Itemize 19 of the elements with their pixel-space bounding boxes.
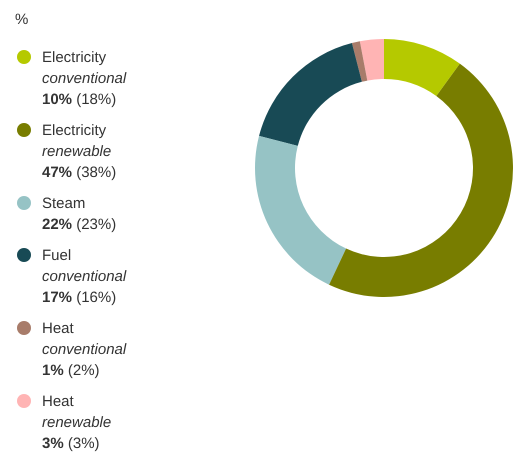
data-label: 10% (18%) [42,91,116,108]
data-label: 47% (38%) [42,164,116,181]
data-label: 1% (2%) [42,362,100,379]
donut-slice [259,43,362,146]
legend-label: Heat renewable [42,393,112,431]
chart-title: % [15,11,28,28]
data-label: 22% (23%) [42,216,116,233]
donut-slice [360,39,384,81]
legend-label: Electricity renewable [42,122,112,160]
legend-label: Electricity conventional [42,49,127,87]
data-label: 3% (3%) [42,435,100,452]
data-label: 17% (16%) [42,289,116,306]
donut-slice [255,136,346,285]
donut-slice [384,39,460,96]
legend-label: Heat conventional [42,320,127,358]
donut-slice [352,41,368,82]
legend-label: Fuel conventional [42,247,127,285]
legend-label: Steam [42,195,86,212]
donut-slice [329,64,513,297]
